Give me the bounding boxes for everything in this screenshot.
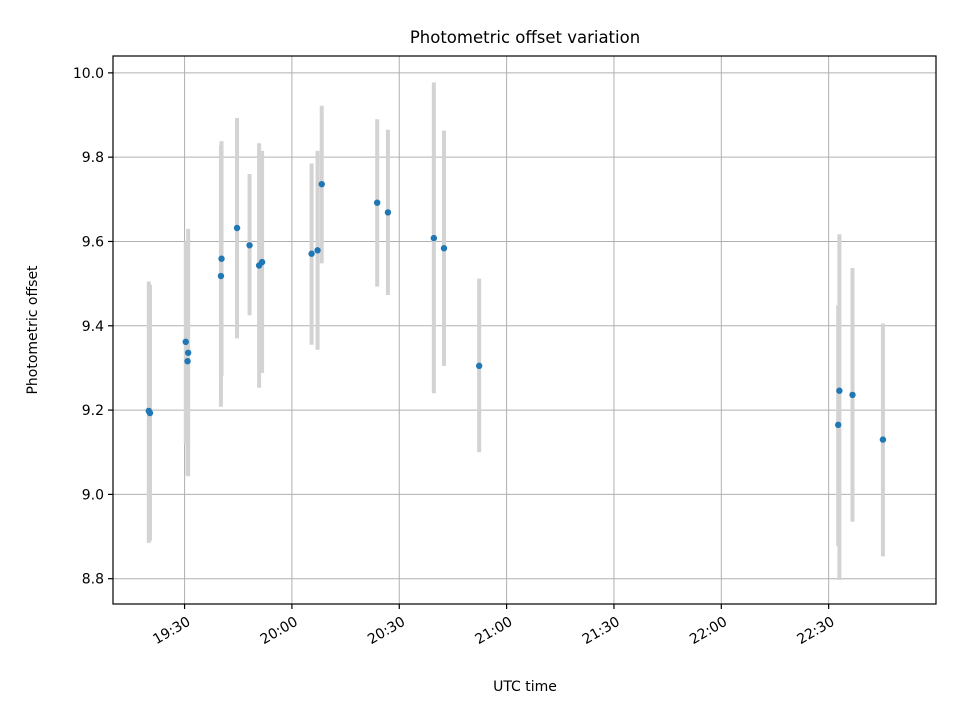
y-tick-label: 8.8 [82,572,104,588]
data-point [233,224,241,232]
data-point [314,247,321,254]
data-point [879,436,887,443]
data-point [834,421,842,429]
data-point [475,362,483,370]
data-point [318,180,325,188]
y-tick-label: 9.2 [82,403,104,419]
data-point [182,338,189,346]
y-tick-label: 9.4 [82,319,104,335]
data-point [217,272,225,280]
data-point [218,255,225,262]
y-tick-label: 10.0 [73,66,104,82]
y-tick-label: 9.8 [82,150,104,166]
data-point [430,234,438,242]
y-tick-label: 9.6 [82,234,104,250]
data-point [258,258,266,266]
y-tick-label: 9.0 [82,487,104,503]
x-axis-label: UTC time [493,679,557,695]
y-axis-label: Photometric offset [25,265,41,395]
data-point [246,242,253,249]
data-point [440,245,448,252]
data-point [184,357,191,365]
data-point [384,209,392,216]
data-point [146,409,154,417]
plot-area-frame [112,55,937,605]
data-point [184,349,192,356]
data-point [849,391,856,399]
data-point [836,387,843,394]
data-point [308,250,315,257]
data-points [145,180,887,443]
grid-lines [113,56,936,604]
data-point [373,199,381,206]
chart-title: Photometric offset variation [410,28,640,47]
